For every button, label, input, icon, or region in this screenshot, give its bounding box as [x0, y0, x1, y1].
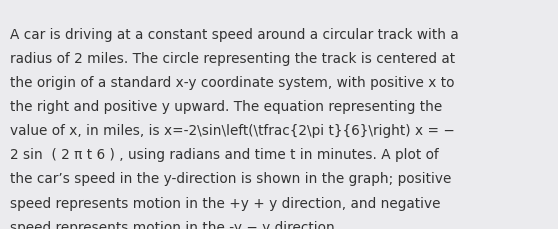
Text: speed represents motion in the +y + y direction, and negative: speed represents motion in the +y + y di…: [10, 196, 441, 210]
Text: the origin of a standard x-y coordinate system, with positive x to: the origin of a standard x-y coordinate …: [10, 76, 455, 90]
Text: the right and positive y upward. The equation representing the: the right and positive y upward. The equ…: [10, 100, 442, 114]
Text: 2 sin  ( 2 π t 6 ) , using radians and time t in minutes. A plot of: 2 sin ( 2 π t 6 ) , using radians and ti…: [10, 148, 439, 162]
Text: A car is driving at a constant speed around a circular track with a: A car is driving at a constant speed aro…: [10, 27, 459, 41]
Text: value of x, in miles, is x=-2\sin\left(\tfrac{2\pi t}{6}\right) x = −: value of x, in miles, is x=-2\sin\left(\…: [10, 124, 455, 138]
Text: the car’s speed in the y-direction is shown in the graph; positive: the car’s speed in the y-direction is sh…: [10, 172, 451, 186]
Text: speed represents motion in the -y − y direction.: speed represents motion in the -y − y di…: [10, 220, 339, 229]
Text: radius of 2 miles. The circle representing the track is centered at: radius of 2 miles. The circle representi…: [10, 52, 455, 65]
